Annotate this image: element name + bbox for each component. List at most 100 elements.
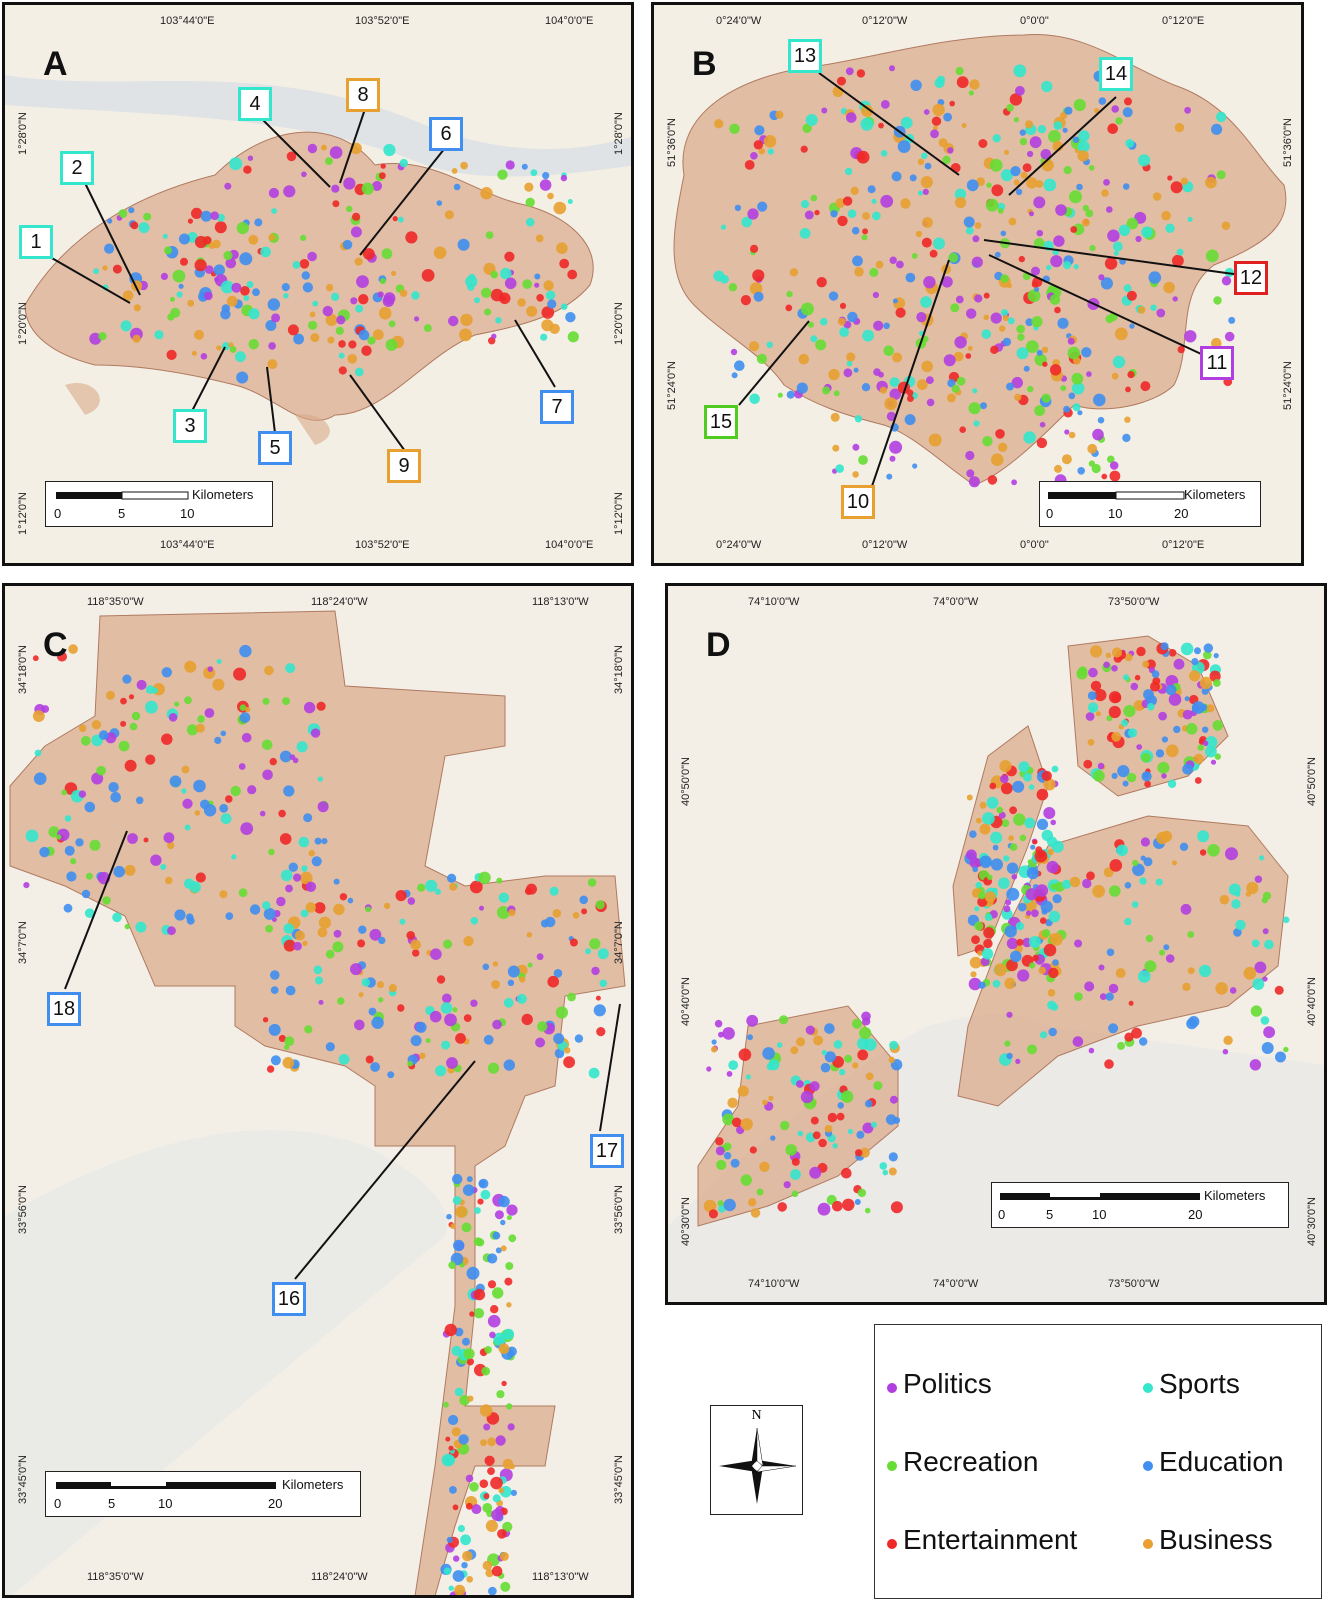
map-point [301, 865, 308, 872]
map-point [1032, 954, 1039, 962]
map-point [293, 333, 304, 345]
map-point [837, 1102, 844, 1109]
callout-12: 12 [1234, 261, 1268, 295]
map-point [480, 187, 493, 200]
scale-bar-b: Kilometers 0 10 20 [1039, 481, 1261, 527]
map-point [492, 1231, 501, 1240]
map-point [1099, 993, 1107, 1000]
map-point [98, 332, 107, 341]
scale-tick-c-3: 20 [268, 1496, 283, 1511]
map-point [81, 736, 91, 746]
map-point [1103, 867, 1114, 878]
map-point [300, 909, 309, 918]
right-tick-d-2: 40°30'0"N [1306, 1197, 1318, 1246]
map-point [1018, 902, 1027, 912]
map-point [836, 1112, 845, 1121]
map-point [284, 1044, 290, 1050]
map-point [1034, 286, 1040, 292]
map-point [1068, 392, 1076, 400]
map-point [1012, 780, 1025, 793]
map-point [448, 1261, 456, 1269]
map-point [138, 222, 150, 234]
map-point [96, 765, 106, 776]
map-point [32, 710, 45, 722]
map-point [216, 659, 222, 664]
map-point [1016, 347, 1029, 360]
callout-1: 1 [19, 225, 53, 259]
map-point [862, 228, 869, 235]
map-point [1123, 705, 1136, 718]
map-point [102, 896, 111, 905]
map-point [383, 143, 396, 157]
map-point [1128, 1000, 1134, 1006]
map-point [703, 1199, 717, 1213]
map-point [1069, 876, 1081, 888]
map-point [810, 335, 818, 343]
map-point [1165, 223, 1175, 233]
map-point [239, 704, 247, 711]
map-point [292, 261, 301, 269]
map-point [471, 1504, 482, 1515]
map-point [357, 939, 366, 948]
map-point [300, 234, 307, 241]
map-point [369, 928, 382, 941]
map-point [817, 1202, 831, 1216]
map-point [972, 388, 978, 394]
map-point [466, 1576, 474, 1583]
map-point [827, 1112, 838, 1123]
map-point [350, 963, 362, 976]
map-point [878, 371, 884, 378]
map-point [1033, 196, 1046, 209]
map-point [706, 1066, 712, 1072]
map-point [975, 881, 982, 889]
map-point [488, 1586, 497, 1595]
map-point [457, 238, 470, 251]
map-point [1008, 217, 1017, 226]
map-point [283, 293, 289, 299]
map-point [560, 174, 568, 182]
map-point [526, 883, 537, 895]
map-point [492, 1494, 501, 1503]
map-point [163, 832, 175, 844]
map-point [1219, 894, 1230, 905]
map-point [371, 1016, 384, 1029]
map-point [1176, 248, 1184, 256]
callout-6: 6 [429, 117, 463, 151]
map-point [332, 200, 340, 208]
map-point [1036, 437, 1048, 449]
map-point [462, 1184, 475, 1196]
map-point [747, 208, 759, 220]
map-point [1047, 989, 1056, 997]
map-point [923, 276, 936, 289]
map-point [494, 1210, 504, 1220]
map-point [461, 1562, 468, 1569]
map-point [286, 151, 297, 162]
panel-label-a: A [43, 45, 68, 83]
map-point [491, 980, 500, 989]
map-point [444, 210, 454, 220]
map-point [1150, 681, 1160, 692]
map-point [799, 228, 811, 239]
map-point [1203, 643, 1213, 653]
map-point [279, 833, 292, 845]
map-point [500, 267, 512, 280]
map-point [395, 890, 407, 902]
map-point [1034, 849, 1048, 863]
map-point [433, 246, 447, 259]
map-point [1048, 1027, 1057, 1037]
map-point [967, 345, 973, 351]
map-point [753, 291, 764, 302]
map-point [461, 1222, 472, 1233]
map-point [1020, 171, 1028, 179]
map-point [1275, 1051, 1286, 1063]
map-point [1000, 774, 1009, 784]
map-point [1264, 939, 1274, 950]
map-point [378, 307, 392, 320]
map-point [112, 912, 122, 923]
map-point [33, 772, 47, 785]
map-point [992, 844, 999, 851]
map-point [1104, 1059, 1114, 1069]
map-point [1072, 403, 1081, 412]
map-point [929, 249, 938, 258]
map-point [1179, 842, 1189, 851]
